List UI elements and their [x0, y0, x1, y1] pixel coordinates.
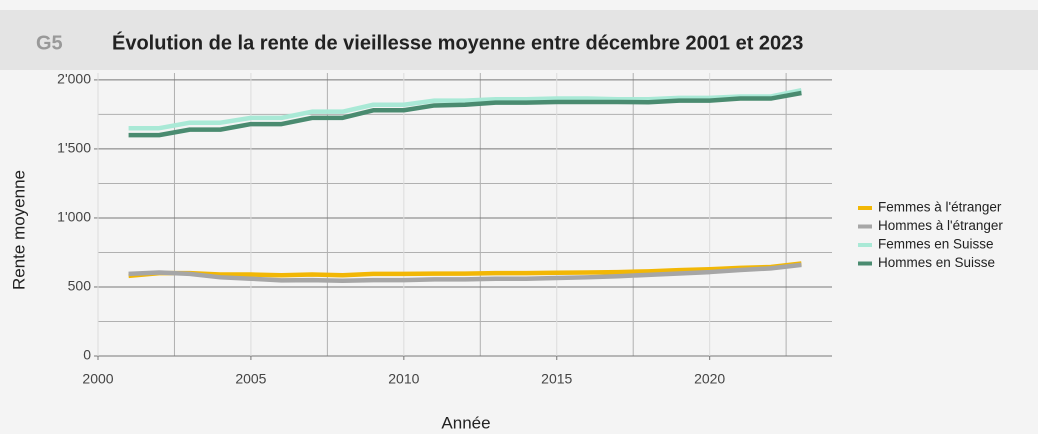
legend-label: Hommes à l'étranger — [878, 218, 1003, 233]
series-line — [128, 261, 802, 279]
chart-label: G5 — [36, 32, 63, 54]
x-tick-label: 2000 — [82, 371, 113, 387]
legend-label: Femmes en Suisse — [878, 237, 994, 252]
chart-title: Évolution de la rente de vieillesse moye… — [112, 31, 803, 54]
series-line — [128, 88, 802, 131]
x-tick-label: 2005 — [235, 371, 266, 387]
series-line — [128, 90, 802, 138]
legend-label: Femmes à l'étranger — [878, 200, 1002, 215]
y-tick-label: 500 — [68, 278, 92, 294]
legend-label: Hommes en Suisse — [878, 255, 995, 270]
y-tick-label: 1'000 — [57, 209, 91, 225]
y-tick-label: 1'500 — [57, 140, 91, 156]
x-tick-label: 2020 — [694, 371, 725, 387]
x-axis-label: Année — [441, 413, 490, 432]
header — [0, 10, 1038, 70]
x-tick-label: 2010 — [388, 371, 419, 387]
y-tick-label: 2'000 — [57, 71, 91, 87]
y-axis-label: Rente moyenne — [9, 170, 28, 290]
x-tick-label: 2015 — [541, 371, 572, 387]
y-tick-label: 0 — [83, 347, 91, 363]
series-line — [128, 262, 802, 284]
